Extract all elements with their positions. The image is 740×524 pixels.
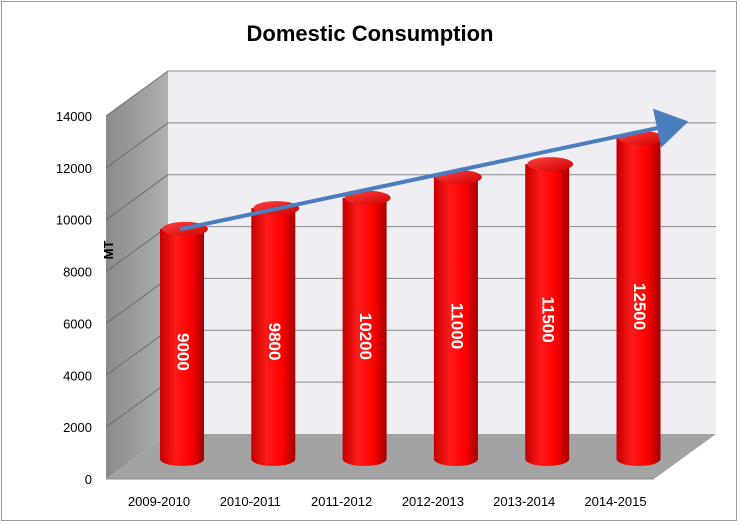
- bar: 11500: [525, 157, 574, 467]
- side-gridline: [105, 226, 169, 272]
- bar-body: [342, 197, 387, 467]
- side-gridline: [105, 329, 169, 376]
- x-axis-ticks: 2009-2010 2010-2011 2011-2012 2012-2013 2013…: [128, 494, 647, 509]
- y-tick-label: 14000: [56, 109, 92, 124]
- trend-arrow: [180, 108, 689, 231]
- bar-data-label: 11000: [447, 303, 466, 349]
- y-axis-label: MT: [101, 241, 116, 260]
- bar-body: [160, 228, 204, 466]
- bar-data-label: 9800: [265, 323, 284, 361]
- bar-data-label: 12500: [630, 283, 649, 330]
- x-tick-label: 2009-2010: [128, 494, 190, 509]
- bar: 10200: [342, 190, 391, 467]
- bar-top: [344, 190, 391, 205]
- x-tick-label: 2012-2013: [402, 494, 464, 509]
- y-tick-label: 12000: [56, 161, 92, 176]
- x-tick-label: 2014-2015: [584, 494, 646, 509]
- side-gridline: [105, 70, 169, 117]
- x-tick-label: 2011-2012: [311, 494, 372, 509]
- chart-title: Domestic Consumption: [247, 21, 494, 46]
- x-tick-label: 2010-2011: [220, 494, 281, 509]
- bar: 9000: [160, 221, 208, 466]
- bar-body: [433, 177, 478, 467]
- bar-data-label: 10200: [356, 313, 375, 360]
- bar: 12500: [616, 131, 665, 467]
- y-tick-label: 0: [85, 472, 92, 487]
- x-tick-label: 2013-2014: [493, 494, 555, 509]
- bar-data-label: 11500: [539, 296, 558, 342]
- bar: 9800: [251, 201, 300, 466]
- y-tick-label: 4000: [63, 368, 92, 383]
- bar-body: [616, 138, 661, 467]
- side-gridline: [105, 174, 169, 221]
- bar-body: [251, 208, 296, 466]
- bars: 9000 9800 10200 11000 11500 12500: [160, 131, 665, 467]
- y-tick-label: 6000: [63, 316, 92, 331]
- bar-body: [525, 164, 570, 467]
- y-tick-label: 8000: [63, 265, 92, 280]
- y-axis-ticks: 0 2000 4000 6000 8000 10000 12000 14000: [56, 109, 92, 487]
- y-tick-label: 10000: [56, 213, 92, 228]
- bar-top: [527, 157, 574, 172]
- y-tick-label: 2000: [63, 420, 92, 435]
- side-gridline: [105, 278, 169, 324]
- bar-data-label: 9000: [174, 333, 193, 371]
- side-gridline: [105, 381, 169, 428]
- side-gridline: [105, 122, 169, 169]
- side-wall: [106, 71, 168, 479]
- bar: 11000: [433, 170, 482, 467]
